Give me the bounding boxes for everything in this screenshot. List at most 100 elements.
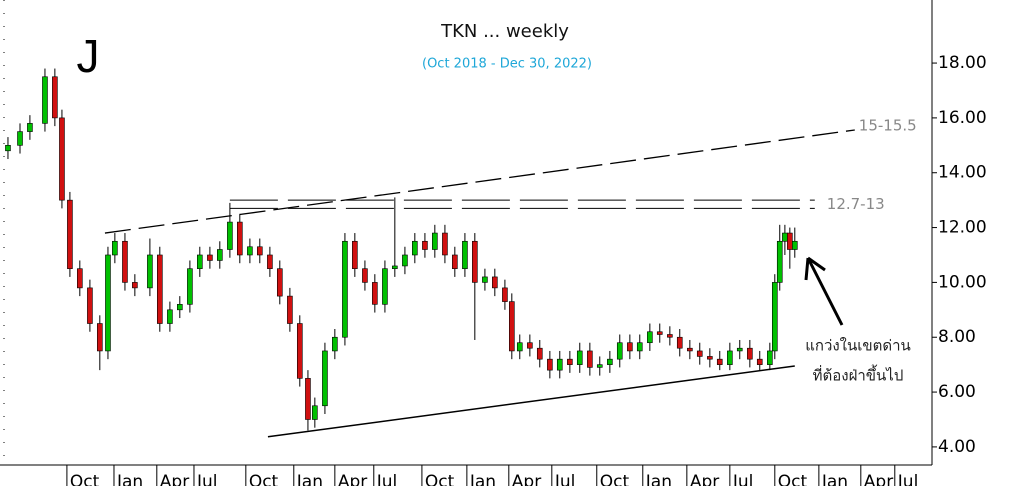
y-tick-label: 16.00 bbox=[938, 108, 987, 128]
candle-body bbox=[432, 232, 438, 250]
candle-body bbox=[482, 276, 488, 283]
y-tick-label: 12.00 bbox=[938, 218, 987, 238]
candle-body bbox=[402, 254, 408, 267]
candle-body bbox=[442, 232, 448, 256]
candle-body bbox=[112, 240, 118, 256]
candle-body bbox=[312, 405, 318, 420]
x-tick-label: Jul bbox=[732, 472, 754, 486]
candle-body bbox=[217, 249, 223, 261]
x-tick-label: Jan bbox=[645, 472, 672, 486]
candle-body bbox=[747, 347, 753, 360]
candle-body bbox=[207, 254, 213, 261]
candle-body bbox=[776, 240, 783, 283]
candle-body bbox=[362, 268, 368, 283]
candle-body bbox=[587, 350, 593, 368]
candle-body bbox=[636, 342, 643, 352]
candle-body bbox=[87, 287, 93, 324]
candle-body bbox=[736, 347, 743, 352]
x-tick-label: Apr bbox=[160, 472, 189, 486]
upper-trendline bbox=[104, 129, 855, 234]
x-tick-label: Jul bbox=[897, 472, 919, 486]
x-tick-label: Jan bbox=[821, 472, 848, 486]
candle-body bbox=[536, 347, 543, 360]
candle-body bbox=[392, 265, 398, 269]
x-tick-label: Oct bbox=[249, 472, 279, 486]
x-tick-label: Apr bbox=[338, 472, 367, 486]
candle-body bbox=[502, 287, 508, 302]
candle-body bbox=[707, 356, 713, 360]
candle-body bbox=[256, 246, 263, 256]
candle-body bbox=[97, 323, 103, 352]
annotation: ที่ต้องฝ่าขึ้นไป bbox=[813, 365, 904, 385]
candle-body bbox=[227, 221, 233, 250]
candle-body bbox=[576, 350, 583, 365]
y-tick-label: 14.00 bbox=[938, 163, 987, 183]
candle-body bbox=[352, 240, 358, 269]
logo: J bbox=[77, 30, 100, 82]
candle-body bbox=[556, 358, 563, 371]
candle-body bbox=[791, 240, 798, 250]
x-tick-label: Oct bbox=[70, 472, 100, 486]
candle-body bbox=[676, 336, 683, 349]
candle-body bbox=[547, 358, 553, 371]
candle-body bbox=[616, 342, 623, 360]
y-tick-label: 8.00 bbox=[938, 327, 976, 347]
candle-body bbox=[67, 199, 73, 269]
candle-body bbox=[782, 232, 788, 242]
candle-body bbox=[372, 282, 378, 305]
lower-trendline bbox=[267, 365, 795, 438]
candle-body bbox=[687, 347, 693, 352]
candle-body bbox=[727, 350, 733, 365]
candle-body bbox=[322, 350, 328, 407]
x-tick-label: Jul bbox=[554, 472, 576, 486]
level-label: 12.7-13 bbox=[827, 195, 885, 213]
candle-body bbox=[122, 240, 128, 283]
candle-body bbox=[59, 117, 65, 201]
upper-trendline-label: 15-15.5 bbox=[859, 116, 917, 134]
candle-body bbox=[527, 342, 533, 349]
candle-body bbox=[509, 301, 515, 352]
chart-title: TKN ... weekly bbox=[440, 21, 569, 42]
candle-body bbox=[237, 221, 243, 256]
x-tick-label: Jul bbox=[376, 472, 398, 486]
candle-body bbox=[157, 254, 163, 324]
candle-body bbox=[667, 334, 673, 338]
candle-body bbox=[756, 358, 763, 365]
x-tick-label: Jan bbox=[469, 472, 496, 486]
x-tick-label: Apr bbox=[512, 472, 541, 486]
x-tick-label: Oct bbox=[778, 472, 808, 486]
candle-body bbox=[472, 240, 478, 283]
candle-body bbox=[42, 76, 48, 124]
x-tick-label: Oct bbox=[600, 472, 630, 486]
candle-body bbox=[567, 358, 573, 365]
candle-body bbox=[267, 254, 273, 269]
candle-body bbox=[105, 254, 111, 352]
candle-body bbox=[305, 378, 311, 420]
candle-body bbox=[177, 304, 183, 311]
candle-body bbox=[452, 254, 458, 269]
candle-body bbox=[52, 76, 58, 119]
candle-body bbox=[516, 342, 523, 352]
candle-body bbox=[287, 295, 293, 324]
candle-body bbox=[187, 268, 193, 305]
candle-body bbox=[767, 350, 773, 365]
candle-body bbox=[492, 276, 498, 289]
candle-body bbox=[342, 240, 348, 338]
arrow bbox=[804, 256, 844, 326]
candle-body bbox=[382, 268, 388, 305]
candle-body bbox=[77, 268, 83, 289]
candle-body bbox=[412, 240, 418, 256]
x-tick-label: Apr bbox=[864, 472, 893, 486]
y-tick-label: 18.00 bbox=[938, 53, 987, 73]
candle-body bbox=[276, 268, 283, 297]
candle-body bbox=[607, 358, 613, 365]
x-tick-label: Jul bbox=[196, 472, 218, 486]
candle-body bbox=[596, 364, 603, 368]
y-tick-label: 4.00 bbox=[938, 437, 976, 457]
y-tick-label: 10.00 bbox=[938, 272, 987, 292]
candle-body bbox=[132, 282, 138, 289]
candle-body bbox=[627, 342, 633, 352]
candle-body bbox=[5, 145, 11, 152]
